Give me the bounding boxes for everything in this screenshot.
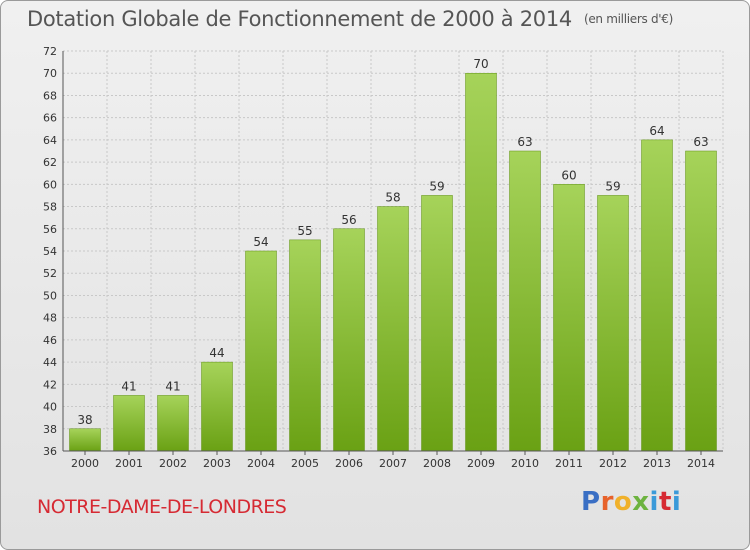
y-tick-label: 68 (43, 89, 57, 102)
bar-value-label: 44 (209, 346, 224, 360)
chart-title-text: Dotation Globale de Fonctionnement de 20… (27, 7, 572, 31)
proxiti-logo: Proxiti (581, 487, 682, 517)
bar-value-label: 38 (77, 413, 92, 427)
y-tick-label: 62 (43, 156, 57, 169)
x-tick-label: 2004 (247, 457, 275, 470)
bar-2004 (245, 250, 277, 452)
bar-2011 (553, 184, 585, 452)
bar-2009 (465, 72, 497, 452)
y-tick-label: 38 (43, 423, 57, 436)
bar-2000 (69, 428, 101, 452)
y-tick-label: 42 (43, 378, 57, 391)
y-tick-label: 70 (43, 67, 57, 80)
x-tick-label: 2006 (335, 457, 363, 470)
commune-name: NOTRE-DAME-DE-LONDRES (37, 496, 287, 518)
bar-2014 (685, 150, 717, 452)
y-tick-label: 44 (43, 356, 57, 369)
x-tick-label: 2002 (159, 457, 187, 470)
bar-2002 (157, 395, 189, 452)
bar-2010 (509, 150, 541, 452)
bar-value-label: 54 (253, 235, 268, 249)
x-tick-label: 2000 (71, 457, 99, 470)
bar-2008 (421, 195, 453, 452)
bar-layer (69, 72, 717, 452)
bar-2003 (201, 361, 233, 452)
bar-value-label: 59 (429, 179, 444, 193)
bar-value-label: 41 (165, 379, 180, 393)
chart-title: Dotation Globale de Fonctionnement de 20… (27, 7, 673, 31)
bar-value-label: 41 (121, 379, 136, 393)
bar-value-label: 70 (473, 57, 488, 71)
x-tick-label: 2003 (203, 457, 231, 470)
bar-2013 (641, 139, 673, 452)
chart-unit: (en milliers d'€) (583, 12, 673, 26)
y-tick-label: 64 (43, 134, 57, 147)
bar-value-label: 56 (341, 213, 356, 227)
x-tick-label: 2009 (467, 457, 495, 470)
bar-2001 (113, 395, 145, 452)
label-layer: 38 41 41 44 54 55 56 58 59 70 63 60 59 64 63 (77, 57, 708, 427)
bar-2005 (289, 239, 321, 452)
bar-value-label: 58 (385, 191, 400, 205)
bar-value-label: 59 (605, 179, 620, 193)
y-tick-label: 40 (43, 401, 57, 414)
axis-layer: 36 38 40 42 44 46 48 50 52 54 56 58 60 62 64 66 68 70 72 20… (43, 45, 723, 470)
y-tick-label: 60 (43, 178, 57, 191)
y-tick-label: 50 (43, 289, 57, 302)
y-tick-label: 66 (43, 112, 57, 125)
x-tick-label: 2008 (423, 457, 451, 470)
y-tick-label: 46 (43, 334, 57, 347)
bar-value-label: 55 (297, 224, 312, 238)
y-tick-label: 54 (43, 245, 57, 258)
y-tick-label: 58 (43, 201, 57, 214)
bar-2012 (597, 195, 629, 452)
x-tick-label: 2007 (379, 457, 407, 470)
y-tick-label: 36 (43, 445, 57, 458)
x-tick-label: 2014 (687, 457, 715, 470)
bar-value-label: 64 (649, 124, 664, 138)
bar-value-label: 60 (561, 168, 576, 182)
y-tick-label: 48 (43, 312, 57, 325)
x-tick-label: 2013 (643, 457, 671, 470)
x-tick-label: 2001 (115, 457, 143, 470)
x-tick-label: 2011 (555, 457, 583, 470)
bar-value-label: 63 (517, 135, 532, 149)
x-tick-label: 2005 (291, 457, 319, 470)
bar-2007 (377, 206, 409, 452)
bar-value-label: 63 (693, 135, 708, 149)
y-tick-label: 52 (43, 267, 57, 280)
y-tick-label: 72 (43, 45, 57, 58)
bar-2006 (333, 228, 365, 452)
x-tick-label: 2010 (511, 457, 539, 470)
y-tick-label: 56 (43, 223, 57, 236)
x-tick-label: 2012 (599, 457, 627, 470)
